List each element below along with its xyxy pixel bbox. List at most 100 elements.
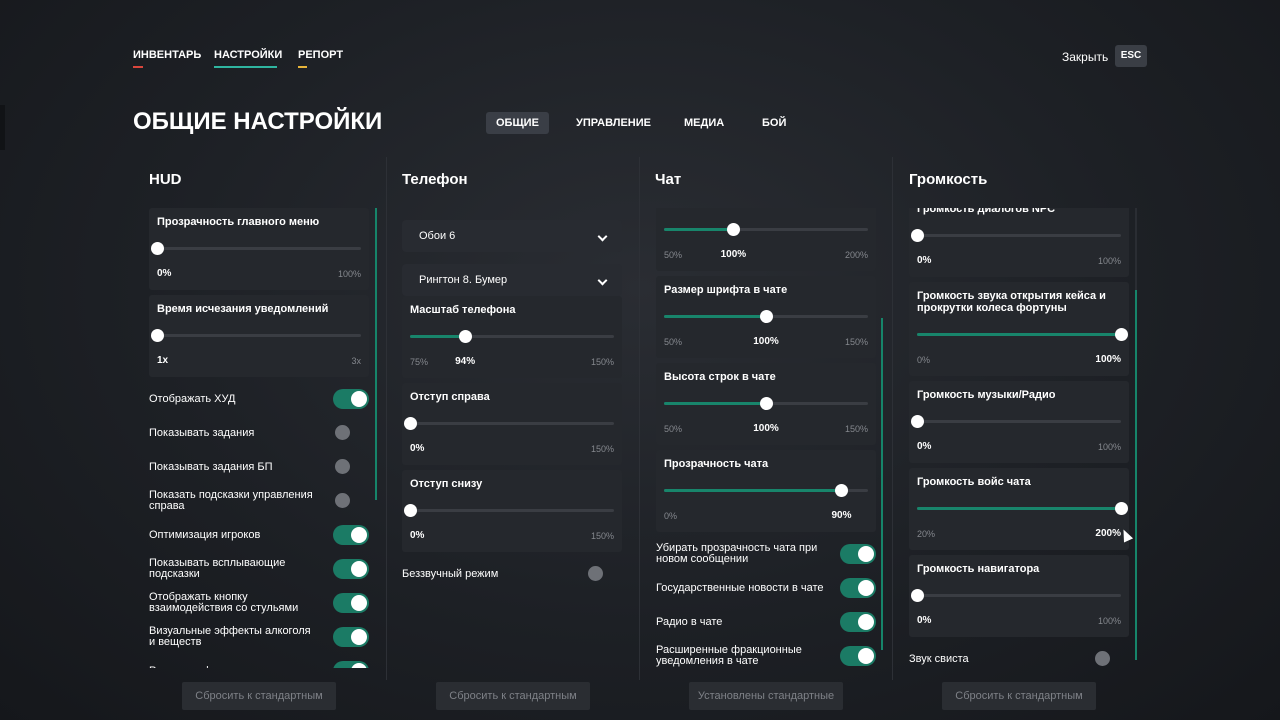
nav-tab[interactable]: РЕПОРТ: [298, 49, 344, 61]
dropdown[interactable]: Обои 6: [402, 220, 622, 252]
toggle[interactable]: [840, 544, 876, 564]
slider[interactable]: 75% 150% 94%: [410, 316, 614, 378]
toggle[interactable]: [840, 646, 876, 666]
slider-value: 0%: [917, 615, 932, 626]
toggle-label: Расширенные фракционные уведомления в ча…: [656, 644, 802, 667]
toggle[interactable]: [333, 593, 369, 613]
column: 50% 200% 100% Размер шрифта в чате 50% 150% 10…: [656, 208, 876, 668]
toggle[interactable]: [333, 525, 369, 545]
column-title: Телефон: [402, 171, 468, 188]
esc-button[interactable]: ESC: [1115, 45, 1147, 67]
slider[interactable]: 100% 0%: [911, 215, 1121, 277]
slider-title: Масштаб телефона: [410, 304, 516, 316]
slider-track: [151, 242, 361, 255]
scrollbar[interactable]: [881, 318, 883, 650]
toggle-row: Радио в чате: [656, 605, 876, 639]
section-tab[interactable]: МЕДИА: [684, 117, 725, 129]
slider-knob[interactable]: [1115, 328, 1128, 341]
section-tab[interactable]: ОБЩИЕ: [486, 112, 549, 134]
toggle[interactable]: [1093, 649, 1129, 668]
slider-title: Громкость войс чата: [917, 476, 1031, 488]
slider-title: Размер шрифта в чате: [664, 284, 788, 296]
toggle[interactable]: [333, 559, 369, 579]
slider-knob[interactable]: [760, 397, 773, 410]
slider-max: 100%: [1097, 256, 1121, 266]
toggle-row: Отображать кнопку взаимодействия со стул…: [149, 586, 369, 620]
slider[interactable]: 100% 0%: [911, 401, 1121, 463]
slider[interactable]: 50% 200% 100%: [664, 209, 868, 271]
reset-button[interactable]: Установлены стандартные: [689, 682, 843, 710]
reset-button[interactable]: Сбросить к стандартным: [182, 682, 336, 710]
slider-value: 100%: [1095, 354, 1121, 365]
column-title: Громкость: [909, 171, 988, 188]
scrollbar[interactable]: [375, 208, 377, 500]
toggle[interactable]: [333, 491, 369, 511]
toggle[interactable]: [333, 661, 369, 668]
toggle[interactable]: [586, 564, 622, 584]
slider-track: [151, 329, 361, 342]
toggle[interactable]: [333, 423, 369, 443]
toggle-row: Убирать прозрачность чата при новом сооб…: [656, 537, 876, 571]
toggle-row: Размытие фона главного меню: [149, 654, 369, 668]
section-tab[interactable]: БОЙ: [762, 117, 787, 129]
slider-knob[interactable]: [727, 223, 741, 236]
slider-min: 20%: [917, 529, 936, 539]
slider[interactable]: 50% 150% 100%: [664, 296, 868, 358]
slider-track: [404, 504, 614, 517]
slider-value: 200%: [1095, 528, 1121, 539]
slider-knob[interactable]: [151, 242, 164, 255]
toggle[interactable]: [333, 457, 369, 477]
slider-knob[interactable]: [911, 229, 924, 242]
scrollbar[interactable]: [1135, 290, 1137, 660]
slider-knob[interactable]: [151, 329, 164, 342]
toggle[interactable]: [840, 612, 876, 632]
column-content: Прозрачность главного меню 100% 0% Время ис…: [149, 208, 369, 668]
slider[interactable]: 100% 0%: [911, 575, 1121, 637]
reset-button[interactable]: Сбросить к стандартным: [436, 682, 590, 710]
slider-knob[interactable]: [459, 330, 473, 343]
toggle-label: Размытие фона главного меню: [149, 665, 319, 668]
slider[interactable]: 20% 200%: [917, 488, 1128, 550]
toggle[interactable]: [840, 578, 876, 598]
slider-track: [410, 330, 614, 343]
section-tab[interactable]: УПРАВЛЕНИЕ: [576, 117, 651, 129]
slider-knob[interactable]: [835, 484, 849, 497]
slider-fill: [410, 335, 466, 338]
slider[interactable]: 0% 100%: [917, 314, 1128, 376]
slider-max: 150%: [590, 357, 614, 367]
nav-tab[interactable]: ИНВЕНТАРЬ: [133, 49, 202, 61]
divider: [892, 157, 893, 680]
reset-button[interactable]: Сбросить к стандартным: [942, 682, 1096, 710]
slider[interactable]: 150% 0%: [404, 490, 614, 552]
slider-knob[interactable]: [760, 310, 773, 323]
toggle[interactable]: [333, 627, 369, 647]
slider[interactable]: 100% 0%: [151, 228, 361, 290]
nav-underline: [133, 66, 143, 68]
slider-min: 50%: [664, 424, 683, 434]
dropdown[interactable]: Рингтон 8. Бумер: [402, 264, 622, 296]
slider-card: Высота строк в чате 50% 150% 100%: [656, 363, 876, 445]
toggle[interactable]: [333, 389, 369, 409]
close-label[interactable]: Закрыть: [1062, 50, 1109, 64]
slider[interactable]: 3x 1x: [151, 315, 361, 377]
slider-card: Отступ справа 150% 0%: [402, 383, 622, 465]
slider-knob[interactable]: [911, 589, 924, 602]
slider-value: 100%: [720, 249, 747, 260]
slider[interactable]: 150% 0%: [404, 403, 614, 465]
nav-tab[interactable]: НАСТРОЙКИ: [214, 49, 283, 61]
slider-knob[interactable]: [404, 504, 417, 517]
slider-knob[interactable]: [404, 417, 417, 430]
slider-knob[interactable]: [1115, 502, 1128, 515]
toggle-row: Показать подсказки управления справа: [149, 484, 369, 518]
column-content: Обои 6 Рингтон 8. Бумер Масштаб телефона 75…: [402, 220, 622, 591]
slider[interactable]: 50% 150% 100%: [664, 383, 868, 445]
slider-value: 1x: [157, 355, 169, 366]
toggle-label: Отображать ХУД: [149, 392, 236, 405]
toggle-row: Отображать ХУД: [149, 382, 369, 416]
slider-knob[interactable]: [911, 415, 924, 428]
slider-title: Прозрачность чата: [664, 458, 769, 470]
slider-card: Размер шрифта в чате 50% 150% 100%: [656, 276, 876, 358]
slider[interactable]: 0% 90%: [664, 470, 868, 532]
slider-min: 50%: [664, 337, 683, 347]
